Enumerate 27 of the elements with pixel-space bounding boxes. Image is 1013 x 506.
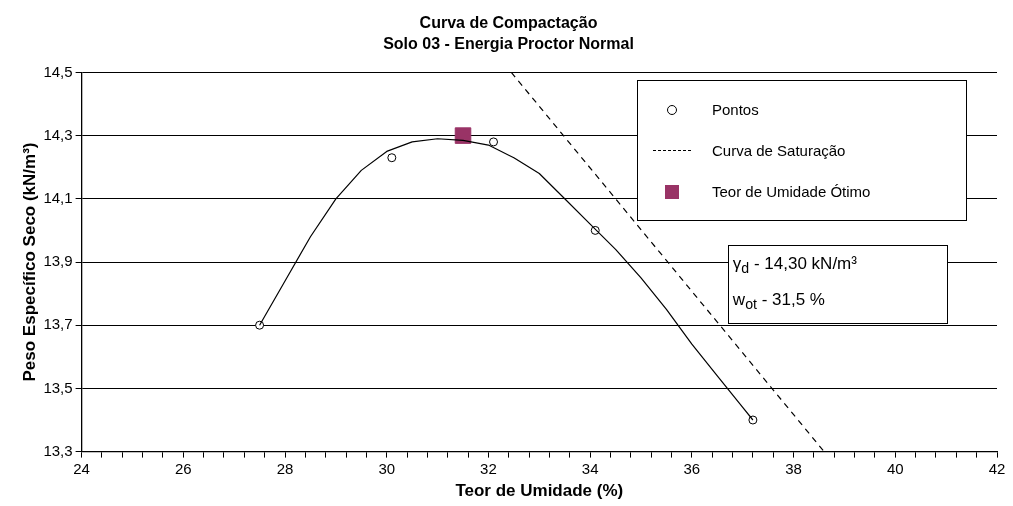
y-tick-label: 14,5	[43, 62, 73, 80]
legend-label: Pontos	[712, 101, 759, 119]
y-axis-title: Peso Específico Seco (kN/m³)	[19, 142, 39, 382]
x-tick-label: 30	[378, 459, 396, 477]
y-tick-label: 13,9	[43, 252, 73, 270]
y-tick-label: 13,5	[43, 378, 73, 396]
x-tick-label: 42	[988, 459, 1006, 477]
y-tick-label: 13,7	[43, 315, 73, 333]
y-tick-label: 13,3	[43, 441, 73, 459]
x-tick-label: 26	[174, 459, 192, 477]
x-axis-title: Teor de Umidade (%)	[455, 481, 624, 501]
legend-label: Teor de Umidade Ótimo	[712, 183, 871, 201]
x-tick-label: 36	[683, 459, 701, 477]
x-tick-label: 40	[886, 459, 904, 477]
y-tick-label: 14,3	[43, 125, 73, 143]
text-box: γ$_{d}$ - 14,30 kN/m³ w$_{ot}$ - 31,5 %	[727, 244, 948, 324]
x-tick-label: 24	[73, 459, 90, 477]
annotation: γ$_{d}$ - 14,30 kN/m³	[732, 252, 858, 279]
chart-subtitle: Solo 03 - Energia Proctor Normal	[383, 35, 634, 53]
x-tick-label: 38	[785, 459, 802, 477]
legend-label: Curva de Saturação	[712, 142, 846, 160]
y-tick-label: 14,1	[43, 188, 73, 206]
x-tick-label: 28	[276, 459, 294, 477]
x-tick-label: 32	[480, 459, 497, 477]
annotation: w$_{ot}$ - 31,5 %	[732, 289, 826, 315]
x-tick-label: 34	[581, 459, 599, 477]
chart-title: Curva de Compactação	[419, 14, 598, 32]
